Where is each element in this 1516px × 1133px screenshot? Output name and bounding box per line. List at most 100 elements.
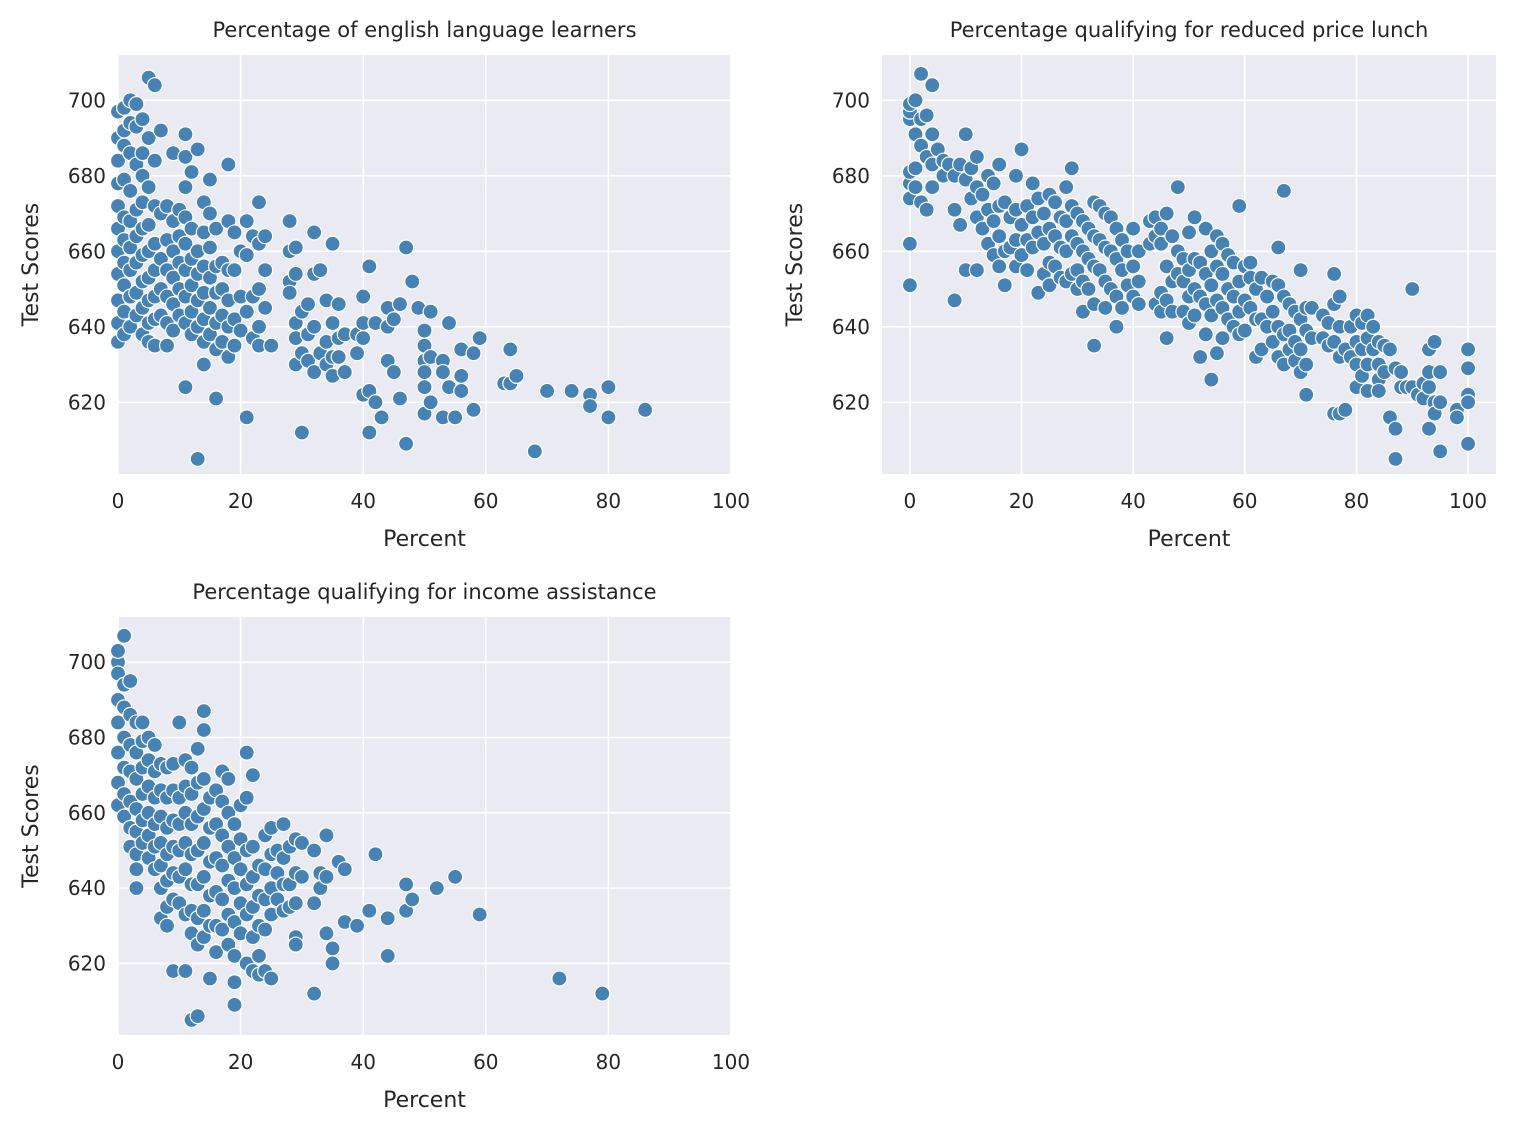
- scatter-point: [128, 95, 145, 113]
- y-axis-label: Test Scores: [19, 203, 44, 327]
- scatter-point: [440, 314, 458, 332]
- scatter-point: [1432, 363, 1449, 381]
- x-tick-label: 60: [1232, 489, 1257, 513]
- scatter-point: [1158, 205, 1175, 222]
- y-tick-label: 620: [68, 390, 106, 414]
- scatter-point: [1387, 450, 1404, 468]
- scatter-point: [220, 156, 237, 173]
- scatter-point: [538, 382, 556, 400]
- scatter-point: [422, 303, 439, 320]
- scatter-point: [398, 876, 415, 893]
- scatter-point: [1125, 220, 1142, 237]
- x-tick-label: 20: [228, 1050, 253, 1074]
- scatter-point: [1203, 277, 1220, 294]
- scatter-point: [201, 171, 219, 188]
- scatter-point: [416, 379, 433, 396]
- scatter-point: [1259, 288, 1276, 305]
- scatter-point: [244, 838, 261, 855]
- scatter-point: [907, 92, 924, 109]
- scatter-point: [146, 152, 163, 169]
- scatter-point: [918, 201, 935, 218]
- y-tick-label: 640: [832, 315, 870, 339]
- scatter-point: [134, 714, 151, 731]
- scatter-point: [1046, 194, 1064, 211]
- scatter-point: [600, 379, 617, 396]
- scatter-point: [1292, 262, 1309, 279]
- scatter-point: [1420, 379, 1438, 396]
- scatter-point: [257, 921, 274, 938]
- scatter-point: [379, 947, 396, 965]
- scatter-point: [306, 895, 323, 912]
- scatter-point: [1264, 303, 1281, 320]
- scatter-point: [502, 341, 519, 358]
- scatter-point: [355, 330, 372, 347]
- scatter-point: [924, 126, 941, 143]
- scatter-point: [109, 744, 127, 761]
- scatter-point: [312, 262, 329, 279]
- scatter-point: [1214, 330, 1231, 347]
- scatter-point: [1231, 197, 1248, 215]
- scatter-point: [177, 861, 194, 878]
- y-tick-label: 660: [832, 239, 870, 263]
- scatter-point: [281, 284, 298, 301]
- y-tick-label: 680: [68, 726, 106, 750]
- scatter-point: [1192, 348, 1209, 366]
- y-tick-label: 640: [68, 315, 106, 339]
- y-axis-label: Test Scores: [19, 764, 44, 888]
- scatter-point: [195, 770, 212, 788]
- x-tick-label: 60: [473, 1050, 498, 1074]
- scatter-point: [177, 179, 194, 196]
- scatter-point: [1007, 167, 1025, 184]
- scatter-point: [385, 363, 402, 381]
- scatter-point: [1203, 371, 1220, 388]
- scatter-point: [1404, 280, 1421, 298]
- scatter-point: [287, 265, 304, 283]
- chart-title: Percentage of english language learners: [212, 18, 636, 42]
- scatter-point: [250, 194, 268, 211]
- scatter-point: [594, 985, 611, 1002]
- scatter-point: [214, 857, 231, 874]
- scatter-point: [128, 861, 145, 878]
- scatter-point: [293, 424, 310, 441]
- scatter-point: [968, 148, 985, 166]
- scatter-point: [1097, 299, 1114, 317]
- scatter-point: [1080, 280, 1097, 298]
- scatter-point: [398, 239, 415, 256]
- y-tick-label: 660: [68, 239, 106, 263]
- scatter-point: [1432, 394, 1449, 411]
- scatter-point: [1086, 337, 1103, 354]
- scatter-point: [146, 736, 163, 754]
- scatter-point: [1041, 277, 1058, 294]
- chart-panel-income-assistance: 0 20 40 60 80 100 620 640 660 680 700 Percentage qu…: [19, 580, 750, 1113]
- scatter-point: [952, 216, 969, 233]
- scatter-point: [1275, 182, 1292, 199]
- scatter-point: [226, 816, 243, 833]
- scatter-point: [1058, 179, 1075, 196]
- scatter-point: [447, 409, 464, 426]
- scatter-point: [220, 770, 237, 788]
- scatter-point: [324, 955, 341, 972]
- scatter-point: [1024, 175, 1041, 192]
- scatter-point: [1253, 341, 1270, 358]
- scatter-point: [1125, 258, 1142, 275]
- chart-title: Percentage qualifying for reduced price …: [950, 18, 1429, 42]
- scatter-point: [214, 921, 231, 938]
- scatter-point: [1030, 284, 1047, 301]
- scatter-point: [1387, 420, 1404, 437]
- scatter-point: [238, 246, 255, 264]
- scatter-point: [1448, 409, 1466, 426]
- scatter-point: [1298, 386, 1315, 403]
- scatter-point: [226, 262, 243, 279]
- scatter-point: [293, 868, 310, 885]
- scatter-point: [324, 940, 341, 957]
- scatter-point: [996, 194, 1013, 211]
- x-axis-label: Percent: [383, 1088, 466, 1113]
- scatter-point: [336, 861, 353, 878]
- y-tick-label: 700: [832, 88, 870, 112]
- scatter-point: [985, 212, 1002, 230]
- scatter-point: [1432, 443, 1449, 460]
- x-tick-label: 20: [228, 489, 253, 513]
- scatter-point: [385, 311, 402, 328]
- scatter-point: [946, 201, 963, 218]
- scatter-point: [257, 262, 274, 279]
